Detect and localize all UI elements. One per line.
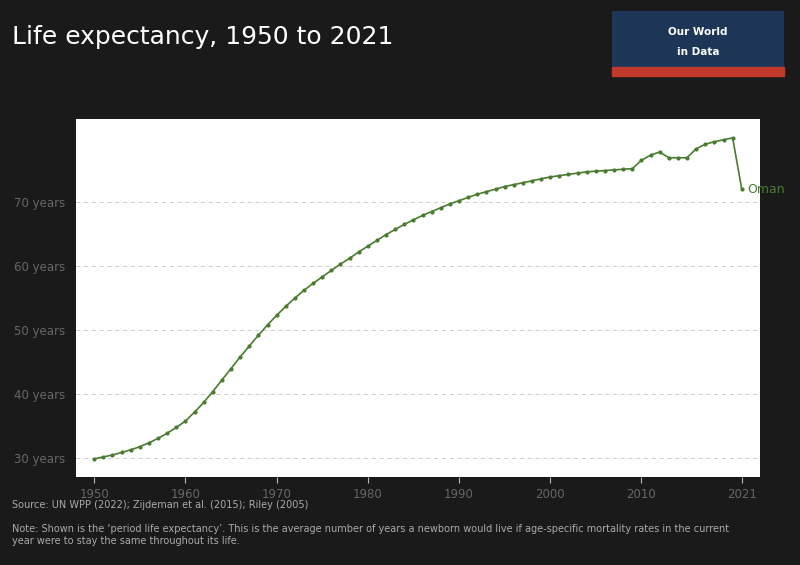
- Text: Our World: Our World: [668, 27, 728, 37]
- Bar: [612, 67, 784, 76]
- Text: Note: Shown is the ‘period life expectancy’. This is the average number of years: Note: Shown is the ‘period life expectan…: [12, 524, 729, 546]
- Text: Life expectancy, 1950 to 2021: Life expectancy, 1950 to 2021: [12, 25, 394, 49]
- Text: Source: UN WPP (2022); Zijdeman et al. (2015); Riley (2005): Source: UN WPP (2022); Zijdeman et al. (…: [12, 500, 308, 510]
- Text: Oman: Oman: [747, 182, 785, 195]
- Text: in Data: in Data: [677, 46, 719, 57]
